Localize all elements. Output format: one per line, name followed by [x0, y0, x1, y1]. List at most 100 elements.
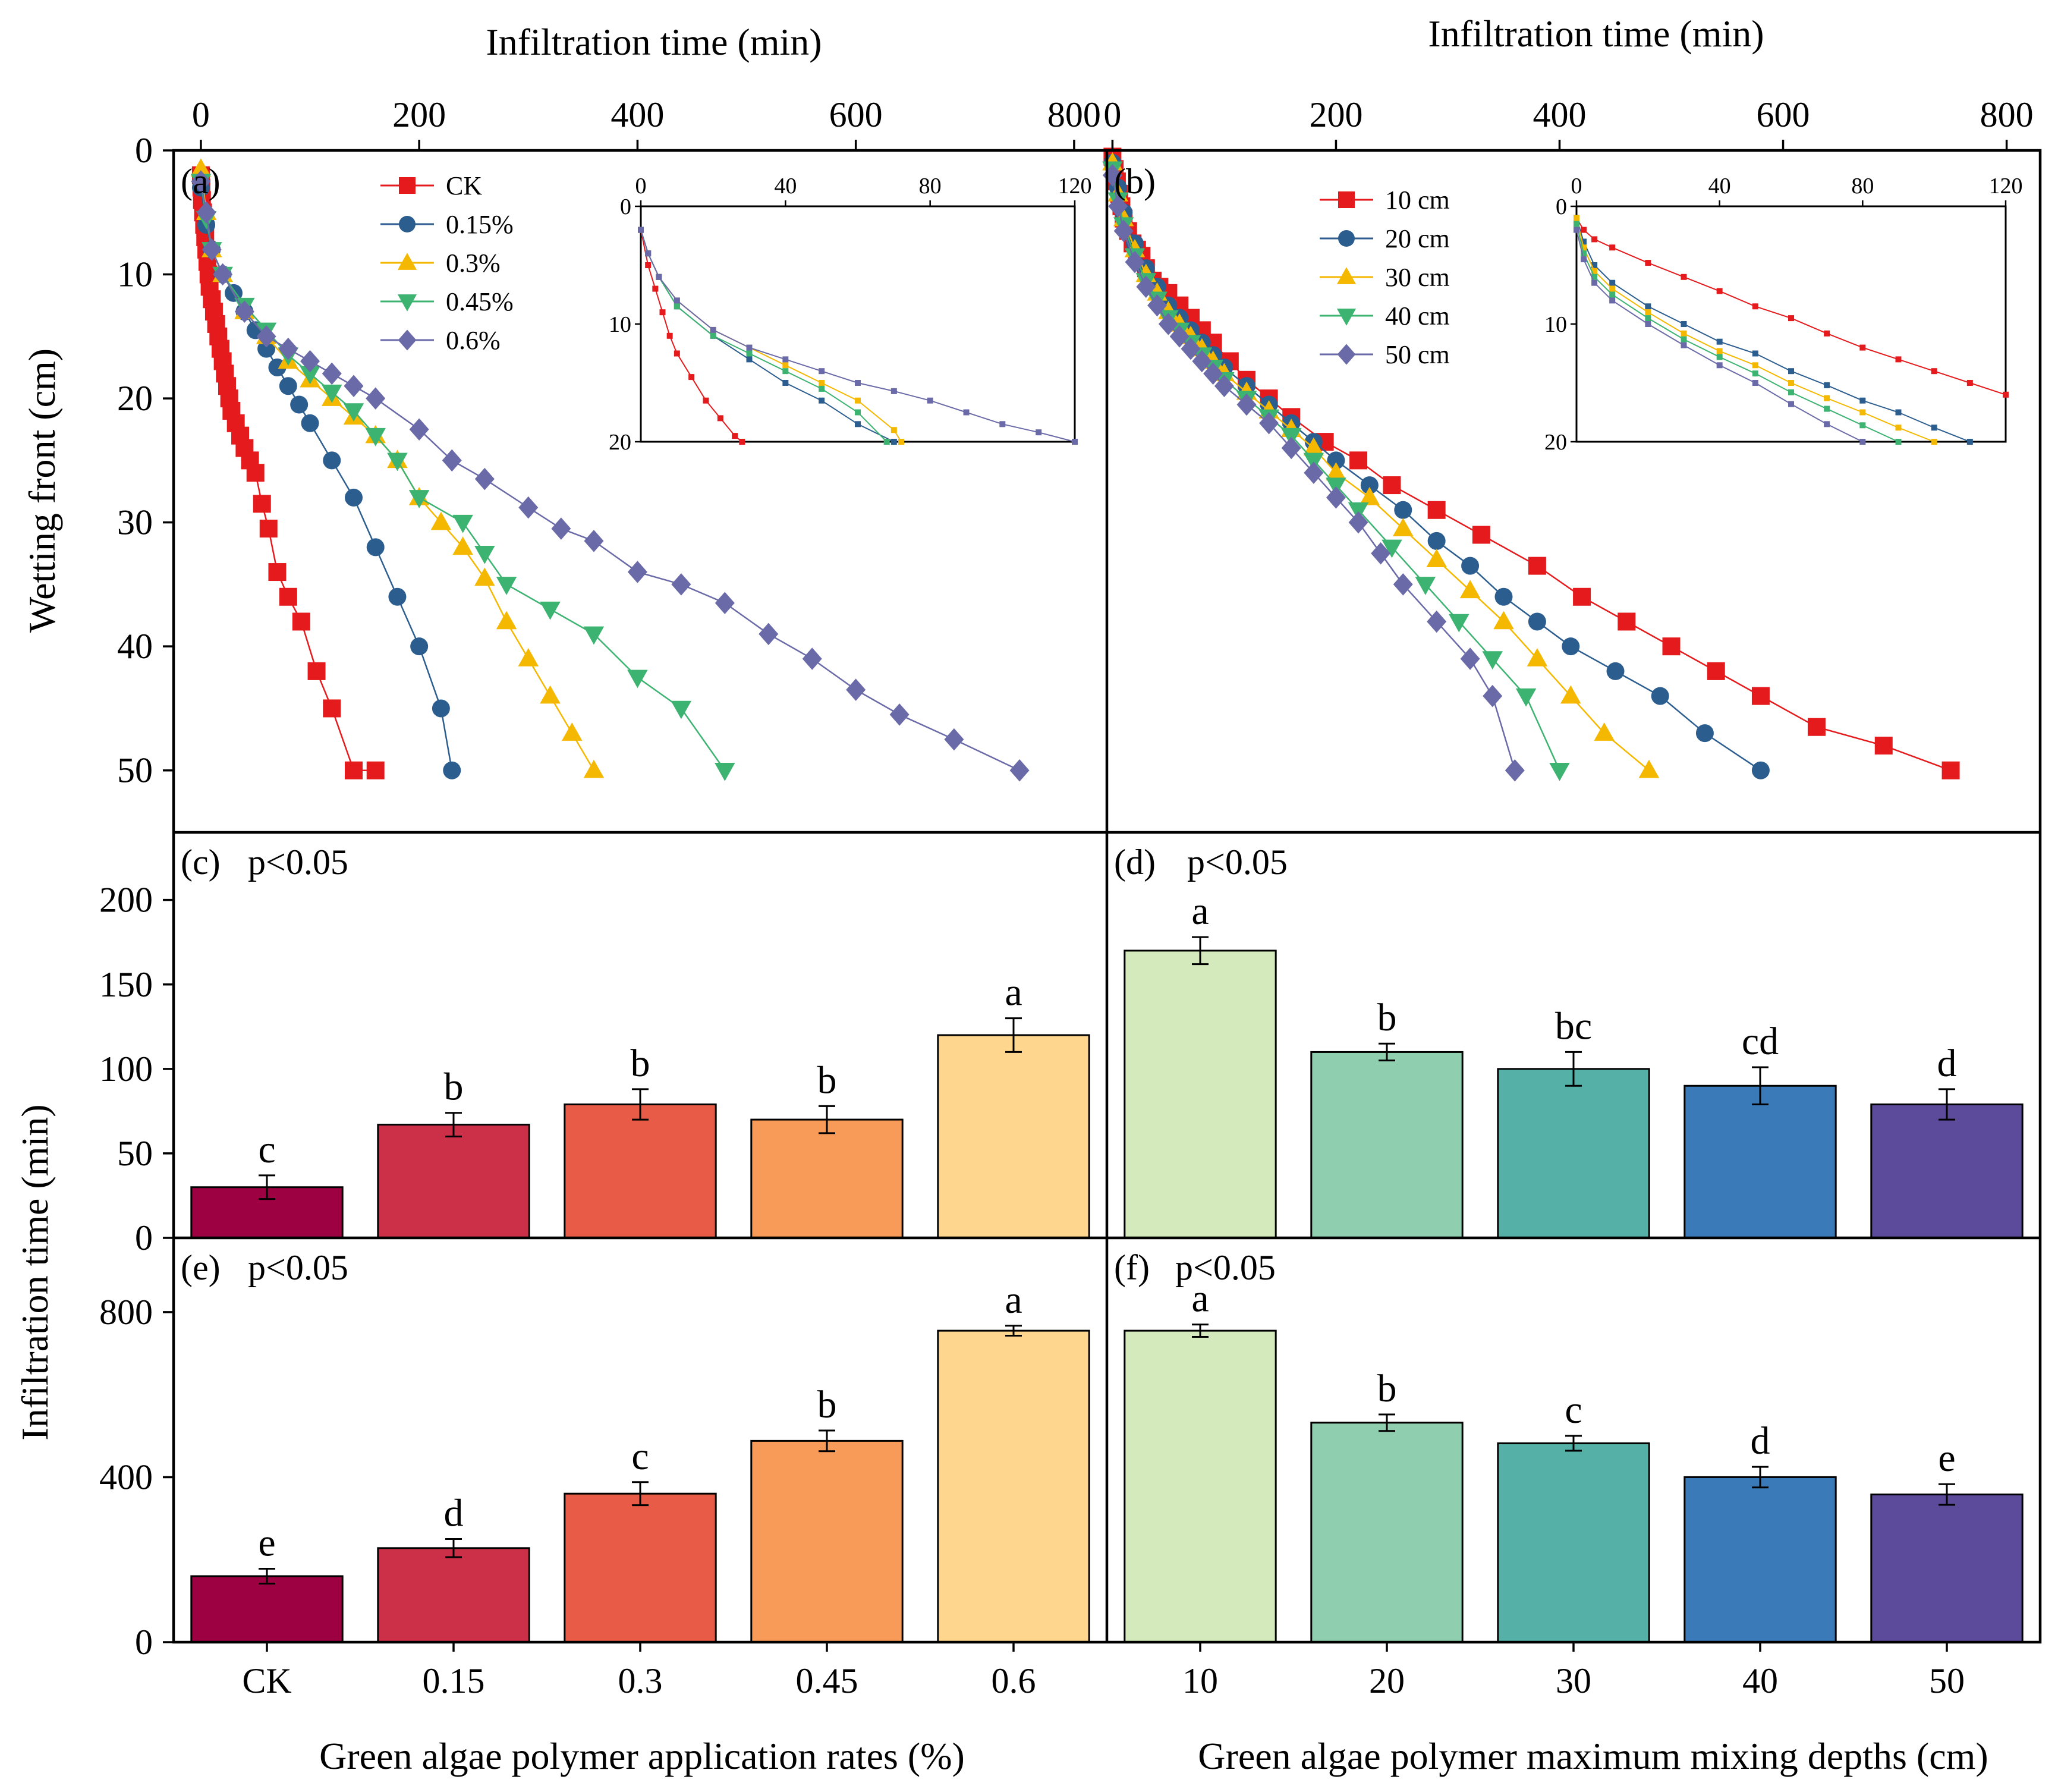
inset-series-50 cm	[1574, 227, 1866, 445]
panel-label: (b)	[1114, 162, 1156, 201]
data-point	[1562, 637, 1580, 656]
data-point	[430, 511, 452, 530]
data-point	[474, 567, 495, 586]
legend-marker	[397, 253, 417, 270]
x-tick-label: 0.15	[423, 1661, 485, 1700]
x-tick-label: 200	[392, 95, 446, 134]
inset-data-point	[674, 297, 680, 304]
inset-data-point	[645, 262, 652, 268]
legend-label: 0.15%	[446, 210, 514, 239]
data-point	[584, 530, 604, 552]
series-line	[200, 175, 376, 771]
ylabel-infiltration-time: Infiltration time (min)	[14, 1104, 56, 1440]
inset-data-point	[1931, 439, 1937, 445]
y-tick-label: 800	[99, 1293, 153, 1332]
significance-letter: e	[258, 1521, 275, 1564]
bar-30	[1497, 1442, 1650, 1643]
inset-data-point	[746, 344, 753, 351]
inset-x-tick-label: 40	[1708, 174, 1731, 199]
inset-data-point	[645, 250, 652, 257]
x-tick-label: 10	[1182, 1661, 1218, 1700]
data-point	[1125, 250, 1145, 273]
data-point	[627, 669, 648, 688]
x-tick-label: 30	[1556, 1661, 1591, 1700]
inset-data-point	[782, 362, 789, 369]
inset-x-tick-label: 80	[919, 174, 942, 199]
legend-label: 50 cm	[1385, 340, 1450, 369]
data-point	[518, 496, 539, 519]
bar-20	[1310, 1422, 1464, 1643]
data-point	[1348, 511, 1368, 534]
x-tick-label: 600	[829, 95, 883, 134]
legend-marker	[1336, 309, 1357, 326]
data-point	[889, 703, 910, 726]
data-point	[1651, 687, 1669, 705]
data-point	[1326, 486, 1346, 509]
data-point	[715, 592, 735, 614]
data-point	[1371, 542, 1391, 565]
data-point	[268, 563, 287, 581]
top-xlabel-left: Infiltration time (min)	[486, 21, 822, 63]
inset-data-point	[1716, 338, 1723, 345]
data-point	[540, 601, 561, 620]
x-tick-label: CK	[242, 1661, 291, 1700]
inset-x-tick-label: 120	[1989, 174, 2023, 199]
data-point	[234, 300, 254, 323]
inset-data-point	[1788, 315, 1794, 322]
inset-x-tick-label: 120	[1058, 174, 1092, 199]
inset-data-point	[1609, 297, 1616, 304]
data-point	[387, 452, 408, 471]
inset-data-point	[1036, 429, 1042, 436]
data-point	[1528, 612, 1546, 631]
panel-c: c b b b a 0 50 100 150 200 (c) p<0.05	[99, 842, 1090, 1257]
data-point	[257, 339, 276, 358]
bar-10	[1124, 1329, 1277, 1643]
inset-data-point	[898, 439, 904, 445]
bar-10	[1124, 950, 1277, 1239]
legend: 10 cm 20 cm 30 cm 40 cm 50 cm	[1320, 186, 1450, 369]
inset-data-point	[890, 439, 897, 445]
inset-data-point	[1752, 370, 1758, 377]
x-tick-label: 800	[1980, 95, 2034, 134]
data-point	[1427, 610, 1447, 633]
data-point	[301, 414, 319, 432]
inset-data-point	[1716, 288, 1723, 294]
data-point	[343, 403, 364, 422]
data-point	[323, 451, 341, 470]
data-point	[1560, 685, 1581, 704]
data-point	[322, 384, 342, 403]
data-point	[409, 418, 429, 441]
inset-data-point	[710, 326, 716, 333]
panel-label: (d)	[1114, 842, 1156, 882]
data-point	[1505, 759, 1525, 782]
data-point	[452, 514, 473, 533]
bar-0.15	[377, 1547, 530, 1643]
inset-data-point	[703, 397, 709, 404]
y-tick-label: 200	[99, 881, 153, 920]
y-tick-label: 0	[135, 1218, 153, 1257]
data-point	[715, 762, 735, 781]
significance-letter: a	[1005, 1278, 1022, 1322]
inset-data-point	[1591, 268, 1598, 274]
inset-data-point	[1752, 303, 1758, 310]
inset-data-point	[1752, 380, 1758, 386]
significance-letter: b	[631, 1042, 650, 1085]
bar-50	[1870, 1104, 2024, 1239]
bar-30	[1497, 1068, 1650, 1239]
data-point	[253, 495, 271, 513]
data-point	[365, 427, 386, 447]
legend-label: 0.6%	[446, 326, 501, 355]
bar-0.15	[377, 1124, 530, 1239]
bar-0.3	[564, 1104, 717, 1239]
data-point	[583, 626, 605, 645]
y-tick-label: 100	[99, 1049, 153, 1089]
significance-letter: c	[258, 1128, 275, 1171]
data-point	[1113, 219, 1134, 243]
data-point	[474, 546, 495, 564]
inset-data-point	[1072, 439, 1078, 445]
inset-data-point	[1574, 221, 1579, 227]
bar-0.45	[750, 1439, 904, 1643]
data-point	[1304, 461, 1324, 484]
inset-data-point	[1788, 380, 1794, 386]
